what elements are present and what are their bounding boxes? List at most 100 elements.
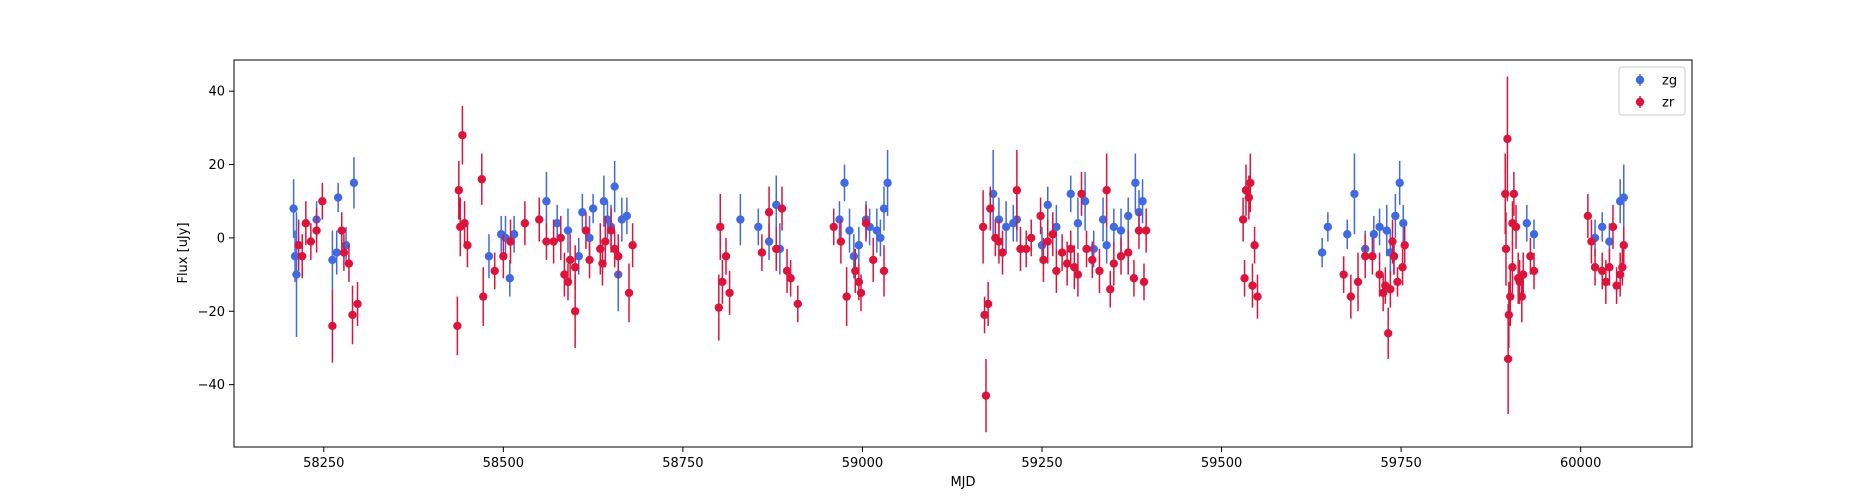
data-point-zg-19: [588, 204, 598, 213]
data-point-zr-83: [1070, 263, 1079, 272]
data-point-zr-98: [1048, 230, 1057, 239]
data-point-zr-61: [869, 255, 878, 265]
x-tick-label-59500: 59500: [1201, 456, 1242, 471]
data-point-zr-121: [1388, 237, 1397, 246]
data-point-zg-58: [1116, 226, 1126, 235]
data-point-zg-8: [332, 248, 341, 257]
data-point-zg-33: [835, 215, 844, 224]
data-point-zg-12: [505, 274, 514, 283]
data-point-zr-110: [1361, 252, 1370, 261]
data-point-zg-28: [736, 215, 745, 224]
data-point-zr-18: [477, 175, 486, 184]
data-point-zr-85: [1077, 189, 1086, 199]
data-point-zg-70: [1375, 222, 1384, 232]
data-point-zg-35: [845, 226, 854, 235]
data-point-zr-59: [854, 277, 864, 287]
data-point-zr-50: [777, 204, 787, 213]
legend: zg zr: [1618, 66, 1686, 116]
data-point-zr-11: [294, 241, 303, 250]
data-point-zr-73: [1016, 244, 1025, 254]
legend-marker-zg: [1635, 75, 1645, 85]
data-point-zr-88: [1095, 266, 1104, 276]
data-point-zg-37: [854, 241, 864, 250]
x-tick-label-59750: 59750: [1380, 456, 1421, 471]
data-point-zr-47: [725, 288, 734, 298]
data-point-zg-52: [1066, 189, 1075, 199]
data-point-zr-75: [1027, 233, 1036, 243]
data-point-zg-43: [876, 233, 885, 243]
data-point-zr-38: [610, 244, 619, 254]
data-point-zr-128: [1508, 263, 1517, 272]
data-point-zg-2: [292, 270, 301, 279]
data-point-zr-54: [764, 208, 774, 217]
data-point-zr-146: [1615, 270, 1625, 279]
data-point-zr-4: [318, 197, 327, 206]
data-point-zr-8: [344, 259, 354, 268]
data-point-zr-105: [1250, 241, 1259, 250]
data-point-zr-125: [1503, 354, 1513, 364]
data-point-zr-56: [836, 237, 846, 246]
data-point-zr-70: [994, 237, 1004, 246]
data-point-zg-59: [1123, 211, 1133, 221]
data-point-zr-108: [1346, 292, 1356, 301]
data-point-zr-6: [337, 226, 346, 235]
data-point-zr-111: [1368, 252, 1377, 261]
data-point-zg-65: [1323, 222, 1333, 232]
data-point-zg-16: [563, 226, 573, 235]
data-point-zg-46: [1001, 222, 1011, 232]
data-point-zr-102: [1244, 193, 1254, 202]
data-point-zr-91: [1109, 259, 1119, 268]
data-point-zg-17: [574, 252, 583, 261]
data-point-zg-14: [542, 197, 551, 206]
data-point-zr-64: [978, 222, 988, 232]
data-point-zr-139: [1587, 237, 1596, 246]
data-point-zg-54: [1080, 197, 1090, 206]
data-point-zr-5: [328, 321, 337, 331]
data-point-zr-78: [1043, 237, 1052, 246]
data-point-zg-7: [349, 178, 359, 188]
data-point-zr-94: [1129, 274, 1139, 283]
data-point-zr-120: [1400, 241, 1409, 250]
data-point-zr-92: [1116, 252, 1126, 261]
data-point-zr-22: [506, 237, 515, 246]
y-tick-label--20: −20: [198, 305, 225, 320]
data-point-zr-55: [829, 222, 838, 232]
data-point-zr-148: [1619, 241, 1628, 250]
data-point-zr-42: [570, 263, 580, 272]
data-point-zr-101: [1241, 186, 1251, 195]
data-point-zr-104: [1248, 281, 1257, 290]
data-point-zr-72: [1012, 186, 1022, 195]
data-point-zr-74: [1022, 244, 1031, 254]
plot-background: [234, 60, 1692, 447]
data-point-zr-137: [1508, 219, 1517, 228]
data-point-zr-23: [520, 219, 530, 228]
data-point-zg-55: [1089, 244, 1098, 254]
data-point-zr-46: [721, 252, 731, 261]
data-point-zr-9: [348, 310, 357, 320]
data-point-zr-138: [1583, 211, 1593, 221]
data-point-zg-4: [328, 255, 337, 265]
data-point-zg-50: [1043, 200, 1052, 210]
data-point-zr-10: [353, 299, 362, 309]
data-point-zr-127: [1506, 292, 1515, 301]
data-point-zr-109: [1353, 277, 1363, 287]
data-point-zr-7: [339, 248, 349, 257]
data-point-zr-112: [1375, 270, 1384, 279]
data-point-zr-17: [463, 241, 472, 250]
data-point-zg-60: [1131, 178, 1140, 188]
data-point-zr-60: [861, 219, 871, 228]
data-point-zr-19: [479, 292, 488, 301]
data-point-zr-35: [598, 259, 607, 268]
data-point-zr-24: [535, 215, 544, 224]
data-point-zr-36: [601, 237, 610, 246]
y-tick-label-0: 0: [217, 231, 225, 246]
data-point-zr-122: [1501, 189, 1510, 199]
data-point-zr-32: [581, 226, 591, 235]
y-axis-label: Flux [uJy]: [176, 222, 191, 283]
data-point-zr-34: [596, 244, 605, 254]
data-point-zg-42: [883, 178, 892, 188]
data-point-zg-20: [599, 197, 609, 206]
data-point-zg-53: [1073, 219, 1083, 228]
data-point-zg-9: [484, 252, 494, 261]
data-point-zr-43: [714, 303, 724, 312]
